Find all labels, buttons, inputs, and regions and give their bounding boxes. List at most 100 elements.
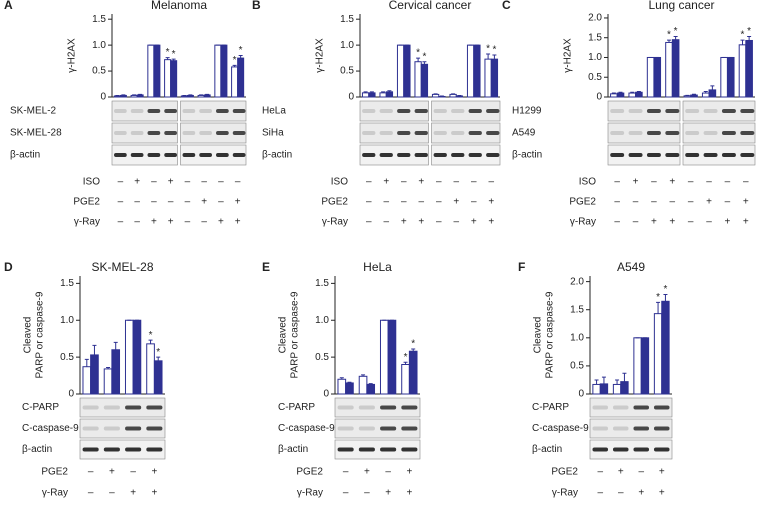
blot-band bbox=[182, 109, 196, 113]
blot-band bbox=[216, 109, 229, 113]
y-tick-label: 2.0 bbox=[588, 13, 602, 24]
blot-label: C-caspase-9 bbox=[22, 423, 79, 434]
error-bar bbox=[422, 61, 427, 65]
significance: * bbox=[404, 352, 408, 363]
error-bar bbox=[703, 90, 708, 94]
error-bar bbox=[740, 39, 745, 45]
blot-band bbox=[380, 405, 397, 410]
blot-band bbox=[628, 131, 643, 135]
condition-sign: + bbox=[406, 467, 412, 478]
bar bbox=[438, 95, 446, 98]
condition-sign: – bbox=[453, 177, 459, 188]
condition-sign: – bbox=[670, 197, 676, 208]
error-bar bbox=[238, 55, 243, 59]
blot-band bbox=[486, 153, 500, 157]
condition-sign: + bbox=[151, 488, 157, 499]
blot-band bbox=[703, 109, 718, 113]
condition-sign: – bbox=[488, 177, 494, 188]
chart-title: HeLa bbox=[363, 260, 392, 274]
y-tick-label: 0 bbox=[596, 92, 602, 103]
error-bar bbox=[387, 90, 392, 92]
error-bar bbox=[673, 36, 678, 40]
condition-sign: + bbox=[168, 177, 174, 188]
blot-band bbox=[82, 426, 99, 431]
condition-sign: + bbox=[218, 217, 224, 228]
blot-band bbox=[114, 109, 127, 113]
condition-sign: + bbox=[418, 177, 424, 188]
condition-sign: – bbox=[401, 197, 407, 208]
y-tick-label: 0.5 bbox=[60, 352, 74, 363]
panel-letter: D bbox=[4, 260, 13, 274]
significance: * bbox=[156, 347, 160, 358]
bar bbox=[484, 58, 492, 98]
blot-label: SK-MEL-28 bbox=[10, 128, 62, 139]
blot-band bbox=[103, 405, 120, 410]
significance: * bbox=[166, 47, 170, 58]
error-bar bbox=[182, 94, 187, 96]
blot-band bbox=[610, 109, 625, 113]
condition-sign: – bbox=[151, 197, 157, 208]
bar bbox=[620, 381, 629, 395]
condition-sign: – bbox=[633, 217, 639, 228]
y-tick-label: 1.0 bbox=[315, 315, 329, 326]
condition-sign: – bbox=[168, 197, 174, 208]
condition-sign: – bbox=[743, 177, 749, 188]
condition-name: PGE2 bbox=[296, 467, 323, 478]
blot-band bbox=[486, 131, 500, 135]
significance: * bbox=[422, 51, 426, 62]
bar bbox=[337, 378, 347, 395]
blot-band bbox=[433, 109, 447, 113]
blot-band bbox=[125, 405, 142, 410]
error-bar bbox=[205, 93, 210, 95]
bar bbox=[449, 93, 457, 98]
condition-sign: – bbox=[366, 217, 372, 228]
blot-band bbox=[703, 131, 718, 135]
bar bbox=[720, 56, 728, 98]
condition-sign: – bbox=[418, 197, 424, 208]
y-tick-label: 1.0 bbox=[92, 40, 106, 51]
bar bbox=[130, 94, 138, 98]
bar bbox=[738, 44, 747, 98]
significance: * bbox=[667, 30, 671, 41]
condition-sign: – bbox=[134, 197, 140, 208]
blot-band bbox=[358, 447, 375, 452]
y-tick-label: 0 bbox=[348, 92, 354, 103]
condition-sign: – bbox=[471, 197, 477, 208]
condition-sign: + bbox=[406, 488, 412, 499]
error-bar bbox=[115, 94, 120, 96]
y-axis-label: Cleaved bbox=[278, 317, 289, 354]
blot-band bbox=[362, 153, 376, 157]
blot-band bbox=[130, 153, 144, 157]
condition-sign: + bbox=[385, 488, 391, 499]
blot-label: β-actin bbox=[10, 150, 40, 161]
blot-band bbox=[740, 131, 755, 135]
blot-band bbox=[592, 405, 609, 410]
blot-band bbox=[633, 426, 650, 431]
bar bbox=[466, 44, 475, 98]
condition-sign: – bbox=[366, 197, 372, 208]
blot-label: β-actin bbox=[22, 444, 52, 455]
blot-label: C-PARP bbox=[278, 402, 315, 413]
condition-sign: – bbox=[614, 217, 620, 228]
bar bbox=[237, 57, 245, 98]
y-tick-label: 0.5 bbox=[315, 352, 329, 363]
blot-band bbox=[130, 131, 144, 135]
error-bar bbox=[148, 339, 153, 344]
condition-name: γ-Ray bbox=[552, 488, 578, 499]
error-bar bbox=[667, 39, 672, 43]
bar bbox=[616, 92, 625, 98]
condition-sign: + bbox=[488, 217, 494, 228]
condition-sign: – bbox=[688, 197, 694, 208]
error-bar bbox=[121, 94, 126, 96]
error-bar bbox=[138, 93, 143, 95]
bar bbox=[385, 91, 394, 98]
blot-band bbox=[633, 405, 650, 410]
blot-band bbox=[721, 109, 736, 113]
error-bar bbox=[636, 90, 641, 93]
blot-band bbox=[379, 153, 393, 157]
bar bbox=[124, 319, 134, 395]
blot-band bbox=[82, 405, 99, 410]
y-tick-label: 0.5 bbox=[340, 66, 354, 77]
blot-band bbox=[685, 153, 700, 157]
condition-sign: + bbox=[109, 467, 115, 478]
